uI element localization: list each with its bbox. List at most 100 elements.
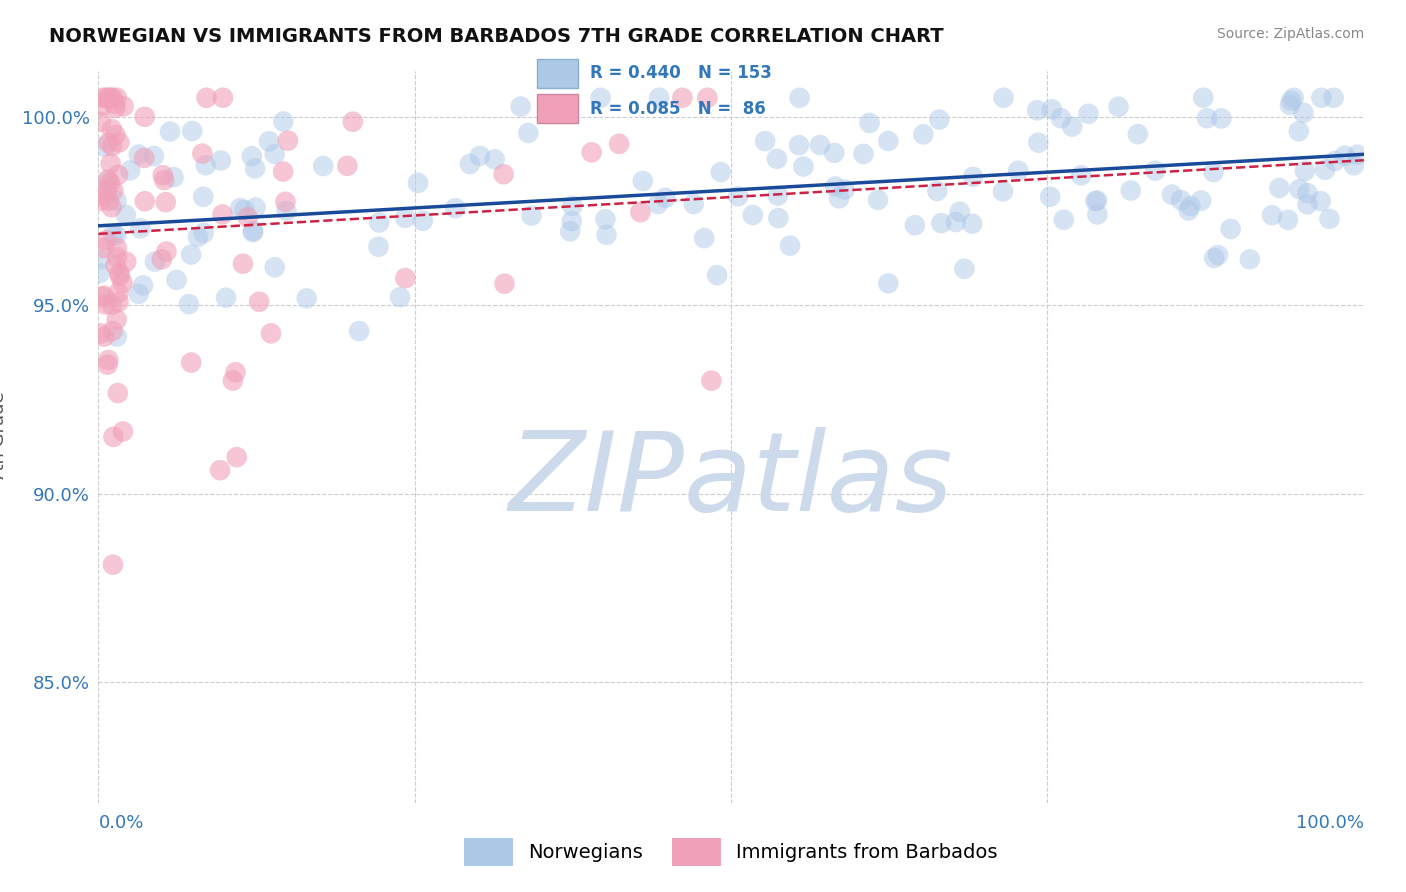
- Point: [247, 294, 270, 309]
- Point: [866, 193, 889, 207]
- Point: [1126, 127, 1149, 141]
- Point: [111, 425, 134, 439]
- Point: [211, 207, 233, 221]
- Point: [1239, 252, 1261, 267]
- Point: [1062, 120, 1084, 134]
- Point: [93, 139, 115, 153]
- Point: [595, 212, 617, 227]
- Point: [152, 168, 174, 182]
- Point: [1313, 162, 1336, 177]
- Point: [191, 146, 214, 161]
- Point: [215, 291, 238, 305]
- Point: [824, 179, 846, 194]
- Point: [193, 190, 215, 204]
- Point: [209, 153, 232, 168]
- Point: [103, 430, 125, 444]
- Point: [134, 151, 156, 165]
- Point: [105, 312, 128, 326]
- Point: [98, 176, 121, 190]
- Point: [90, 326, 112, 341]
- Point: [1277, 212, 1299, 227]
- Point: [1288, 182, 1310, 196]
- Point: [628, 205, 651, 219]
- Point: [927, 184, 949, 198]
- Point: [225, 365, 247, 379]
- Point: [115, 254, 138, 268]
- Point: [1161, 187, 1184, 202]
- Point: [257, 134, 280, 148]
- Point: [104, 128, 127, 142]
- Point: [1028, 136, 1050, 150]
- Point: [1261, 208, 1284, 222]
- Point: [105, 228, 128, 243]
- Point: [1309, 194, 1331, 208]
- Point: [120, 163, 142, 178]
- Point: [105, 241, 128, 255]
- Point: [94, 91, 117, 105]
- Point: [277, 134, 299, 148]
- Point: [274, 194, 297, 209]
- Point: [696, 91, 718, 105]
- Point: [155, 195, 177, 210]
- Point: [607, 136, 630, 151]
- Point: [993, 91, 1015, 105]
- Point: [766, 188, 789, 202]
- Point: [159, 125, 181, 139]
- Point: [1324, 153, 1347, 168]
- Point: [561, 199, 583, 213]
- Point: [808, 138, 831, 153]
- Point: [187, 230, 209, 244]
- Point: [1180, 199, 1202, 213]
- Point: [706, 268, 728, 283]
- Point: [129, 221, 152, 235]
- Text: Source: ZipAtlas.com: Source: ZipAtlas.com: [1216, 27, 1364, 41]
- Point: [96, 233, 118, 247]
- Text: NORWEGIAN VS IMMIGRANTS FROM BARBADOS 7TH GRADE CORRELATION CHART: NORWEGIAN VS IMMIGRANTS FROM BARBADOS 7T…: [49, 27, 943, 45]
- Point: [960, 217, 983, 231]
- Point: [1050, 111, 1073, 125]
- Point: [406, 176, 429, 190]
- Point: [114, 208, 136, 222]
- Point: [1192, 91, 1215, 105]
- Point: [1202, 165, 1225, 179]
- Point: [142, 149, 165, 163]
- Point: [484, 153, 506, 167]
- Point: [727, 189, 749, 203]
- Legend: Norwegians, Immigrants from Barbados: Norwegians, Immigrants from Barbados: [457, 830, 1005, 873]
- Point: [389, 290, 412, 304]
- Point: [180, 355, 202, 369]
- Point: [107, 295, 129, 310]
- Point: [91, 241, 114, 255]
- Point: [93, 329, 115, 343]
- Point: [560, 224, 582, 238]
- Point: [245, 201, 267, 215]
- Point: [195, 91, 218, 105]
- Point: [581, 145, 603, 160]
- Point: [1119, 184, 1142, 198]
- Point: [166, 273, 188, 287]
- Point: [444, 201, 467, 215]
- Point: [1177, 203, 1199, 218]
- Point: [368, 215, 391, 229]
- Point: [768, 211, 790, 225]
- Point: [789, 91, 811, 105]
- Point: [271, 114, 294, 128]
- Point: [97, 358, 120, 372]
- Point: [236, 211, 259, 225]
- Point: [912, 128, 935, 142]
- Point: [100, 122, 122, 136]
- Point: [193, 226, 215, 240]
- Point: [1346, 147, 1368, 161]
- Point: [222, 374, 245, 388]
- Point: [103, 184, 125, 198]
- Point: [1197, 112, 1219, 126]
- Point: [229, 201, 252, 215]
- FancyBboxPatch shape: [537, 95, 578, 123]
- Point: [852, 147, 875, 161]
- Point: [1319, 211, 1341, 226]
- Point: [233, 202, 256, 217]
- Point: [931, 216, 953, 230]
- Point: [312, 159, 335, 173]
- Point: [336, 159, 359, 173]
- Point: [108, 268, 131, 283]
